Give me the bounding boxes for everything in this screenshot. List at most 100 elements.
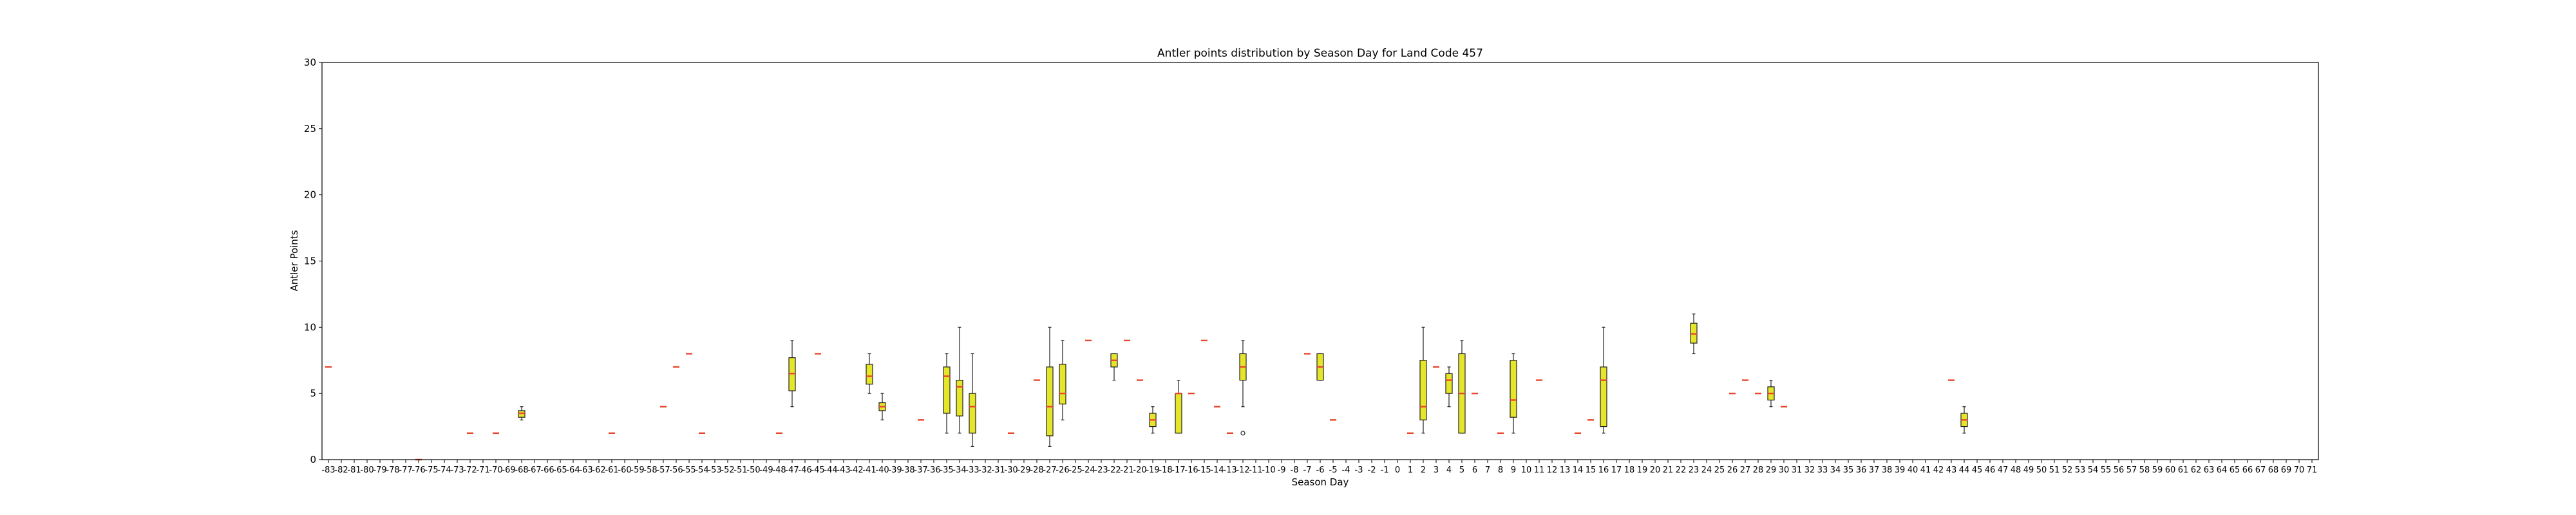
x-tick-label: 34 [1830,465,1841,475]
x-tick-label: 65 [2230,465,2240,475]
box-day--41 [866,353,873,394]
x-tick-label: -17 [1171,465,1185,475]
x-tick-label: 53 [2075,465,2086,475]
x-tick-label: -62 [592,465,605,475]
x-tick-label: 68 [2268,465,2279,475]
x-tick-label: 0 [1395,465,1400,475]
x-tick-label: -59 [630,465,644,475]
x-tick-label: 46 [1985,465,1996,475]
chart-title: Antler points distribution by Season Day… [1157,47,1483,60]
box-day--17 [1175,379,1182,434]
x-tick-label: -46 [798,465,811,475]
x-tick-label: -1 [1381,465,1389,475]
x-tick-label: -22 [1107,465,1121,475]
x-tick-label: -72 [463,465,477,475]
y-tick-label: 15 [304,256,316,267]
x-tick-label: -65 [553,465,567,475]
x-tick-label: -61 [605,465,618,475]
x-tick-label: -63 [579,465,592,475]
x-tick-label: -55 [682,465,696,475]
box-day--40 [878,393,886,420]
x-tick-label: 10 [1521,465,1532,475]
x-tick-label: 15 [1586,465,1596,475]
x-tick-label: 26 [1727,465,1738,475]
box-day--68 [518,406,526,420]
box-day--35 [943,353,951,434]
x-tick-label: -68 [515,465,528,475]
x-tick-label: 47 [1998,465,2009,475]
x-tick-label: 70 [2294,465,2305,475]
x-tick-label: 40 [1908,465,1918,475]
x-tick-label: -20 [1133,465,1146,475]
x-tick-label: -32 [978,465,992,475]
x-tick-label: -45 [811,465,824,475]
x-tick-label: -4 [1342,465,1350,475]
box-day--27 [1046,326,1054,447]
x-tick-label: 51 [2049,465,2060,475]
x-tick-label: 42 [1933,465,1944,475]
x-tick-label: -69 [502,465,515,475]
x-tick-label: -15 [1197,465,1211,475]
x-tick-label: 39 [1895,465,1906,475]
x-tick-label: -39 [888,465,902,475]
x-tick-label: -70 [489,465,502,475]
x-tick-label: -57 [656,465,670,475]
x-tick-label: 19 [1637,465,1648,475]
box-day-16 [1600,326,1607,434]
x-tick-label: -24 [1081,465,1095,475]
box-day--19 [1149,406,1157,434]
x-tick-label: 37 [1869,465,1880,475]
box-day-44 [1960,406,1968,434]
x-tick-label: -12 [1236,465,1249,475]
x-tick-label: -25 [1068,465,1082,475]
x-tick-label: -6 [1316,465,1325,475]
y-tick-label: 5 [310,388,316,399]
x-tick-label: -34 [952,465,966,475]
x-tick-label: -13 [1223,465,1236,475]
x-tick-label: -31 [991,465,1005,475]
x-tick-label: 8 [1498,465,1503,475]
x-tick-label: 35 [1843,465,1854,475]
iqr-box [943,366,951,414]
box-day-5 [1458,340,1466,434]
x-tick-label: 16 [1598,465,1609,475]
x-tick-label: -42 [849,465,863,475]
x-tick-label: 9 [1511,465,1516,475]
x-tick-label: -71 [476,465,489,475]
x-tick-label: 17 [1611,465,1622,475]
x-tick-label: -53 [708,465,721,475]
y-axis-label: Antler Points [289,230,300,291]
x-tick-label: 32 [1804,465,1815,475]
x-tick-label: 7 [1485,465,1490,475]
x-tick-label: 52 [2062,465,2073,475]
x-tick-label: -43 [837,465,850,475]
iqr-box [956,379,963,417]
box-day--47 [788,340,796,407]
outlier-point [1240,431,1245,436]
x-tick-label: -2 [1368,465,1376,475]
x-tick-label: 64 [2217,465,2228,475]
x-tick-label: -28 [1030,465,1043,475]
iqr-box [969,393,976,434]
iqr-box [1510,360,1517,418]
x-tick-label: -82 [334,465,348,475]
x-tick-label: -40 [875,465,889,475]
x-tick-label: -78 [386,465,399,475]
x-tick-label: 20 [1650,465,1661,475]
box-day-29 [1767,379,1775,407]
x-tick-label: 3 [1434,465,1439,475]
x-tick-label: -9 [1278,465,1286,475]
x-tick-label: 27 [1740,465,1751,475]
x-tick-label: -64 [566,465,580,475]
box-day-2 [1419,326,1427,434]
x-tick-label: -41 [862,465,876,475]
iqr-box [1419,360,1427,420]
x-tick-label: 31 [1792,465,1803,475]
y-tick-label: 30 [304,57,316,68]
x-tick-label: 43 [1946,465,1957,475]
iqr-box [1600,366,1607,427]
x-tick-label: 38 [1882,465,1893,475]
x-tick-label: 56 [2114,465,2125,475]
x-tick-label: 49 [2023,465,2034,475]
